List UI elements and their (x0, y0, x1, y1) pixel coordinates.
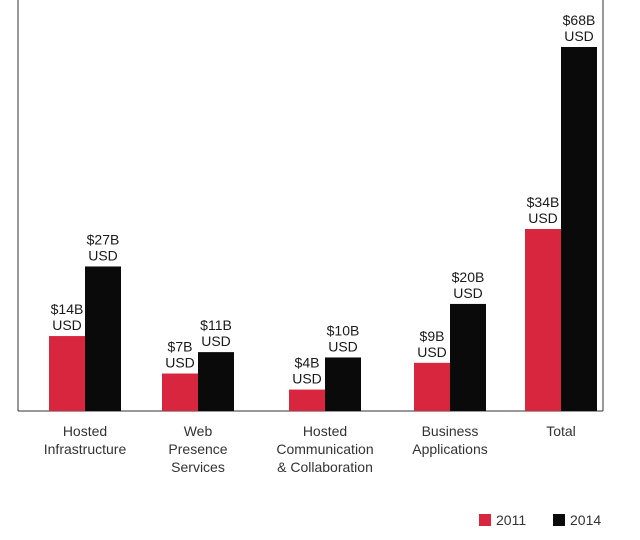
data-label-2011-3-0: $9B (420, 328, 445, 344)
data-label-2014-0-0: $27B (87, 231, 120, 247)
category-label-2-2: & Collaboration (277, 459, 373, 475)
category-label-2-1: Communication (276, 441, 373, 457)
data-label-2011-4-1: USD (528, 210, 558, 226)
category-label-0-0: Hosted (63, 423, 107, 439)
data-label-2014-3-1: USD (453, 285, 483, 301)
data-label-2011-1-0: $7B (168, 339, 193, 355)
bar-2011-3 (414, 362, 450, 411)
data-label-2014-4-1: USD (564, 28, 594, 44)
data-label-2011-4-0: $34B (527, 194, 560, 210)
legend-swatch-2011 (479, 514, 491, 526)
legend-label-2011: 2011 (496, 512, 526, 528)
chart-legend: 2011 2014 (479, 512, 601, 528)
data-label-2011-0-1: USD (52, 317, 82, 333)
data-label-2011-1-1: USD (165, 355, 195, 371)
bar-2011-4 (525, 229, 561, 411)
bar-2011-2 (289, 389, 325, 411)
bar-2014-4 (561, 47, 597, 411)
data-label-2011-2-0: $4B (295, 355, 320, 371)
bar-2011-0 (49, 336, 85, 411)
category-label-1-0: Web (184, 423, 213, 439)
chart-category-labels: Hosted Infrastructure Web Presence Services H… (44, 423, 576, 475)
category-label-4-0: Total (546, 423, 576, 439)
bar-2014-2 (325, 357, 361, 411)
category-label-0-1: Infrastructure (44, 441, 127, 457)
data-label-2011-2-1: USD (292, 371, 322, 387)
category-label-3-0: Business (422, 423, 479, 439)
data-label-2014-1-1: USD (201, 333, 231, 349)
bar-2014-0 (85, 266, 121, 411)
bar-2011-1 (162, 373, 198, 411)
category-label-1-1: Presence (168, 441, 227, 457)
legend-swatch-2014 (553, 514, 565, 526)
data-label-2011-0-0: $14B (51, 301, 84, 317)
category-label-2-0: Hosted (303, 423, 347, 439)
data-label-2014-3-0: $20B (452, 269, 485, 285)
data-label-2014-0-1: USD (88, 247, 118, 263)
chart-bars (49, 47, 597, 411)
data-label-2014-1-0: $11B (200, 317, 232, 333)
data-label-2011-3-1: USD (417, 344, 447, 360)
category-label-1-2: Services (171, 459, 225, 475)
data-label-2014-2-1: USD (328, 338, 358, 354)
bar-2014-3 (450, 303, 486, 411)
category-label-3-1: Applications (412, 441, 488, 457)
bar-2014-1 (198, 352, 234, 411)
legend-label-2014: 2014 (570, 512, 601, 528)
data-label-2014-4-0: $68B (563, 12, 596, 28)
data-label-2014-2-0: $10B (327, 322, 360, 338)
